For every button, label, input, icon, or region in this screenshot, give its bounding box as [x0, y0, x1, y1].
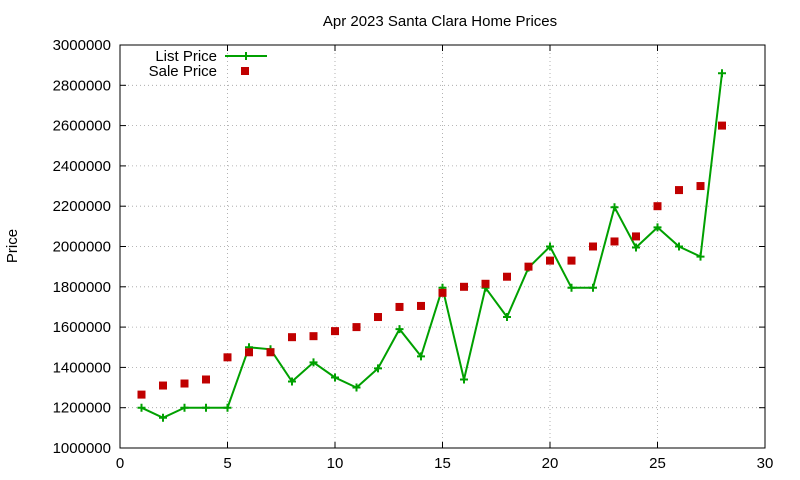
list-price-point: [159, 413, 167, 422]
sale-price-point: [245, 348, 253, 357]
sale-price-point: [223, 353, 232, 362]
y-tick-label: 3000000: [53, 37, 111, 54]
list-price-point: [180, 403, 189, 412]
chart-title: Apr 2023 Santa Clara Home Prices: [323, 13, 557, 30]
sale-price-point: [180, 379, 189, 388]
sale-price-point: [331, 327, 339, 336]
sale-price-point: [137, 390, 146, 399]
y-tick-label: 1200000: [53, 400, 111, 417]
sale-price-point: [546, 256, 554, 265]
sale-price-point: [718, 121, 726, 130]
sale-price-point: [417, 301, 425, 310]
plot-frame: [119, 44, 766, 449]
list-price-line: [141, 73, 723, 419]
list-price-point: [696, 252, 705, 261]
list-price-point: [374, 364, 382, 373]
series-layer: [137, 69, 726, 422]
y-tick-label: 2000000: [53, 239, 111, 256]
legend-sample-list-price-marker: [242, 52, 250, 60]
sale-price-point: [159, 381, 167, 390]
x-tick-label: 0: [116, 455, 124, 472]
list-price-point: [675, 242, 683, 251]
sale-price-point: [675, 186, 683, 195]
sale-price-point: [266, 348, 275, 357]
list-price-point: [632, 243, 640, 252]
list-price-point: [202, 403, 210, 412]
list-price-point: [288, 377, 296, 386]
y-tick-label: 2400000: [53, 158, 111, 175]
x-axis: 0 5 10 15 20 25 30: [116, 45, 774, 472]
sale-price-point: [481, 279, 490, 288]
x-tick-label: 15: [434, 455, 451, 472]
sale-price-point: [524, 262, 533, 271]
sale-price-point: [503, 272, 511, 281]
list-price-point: [653, 223, 662, 232]
legend: List Price Sale Price: [149, 48, 267, 80]
sale-price-point: [653, 202, 662, 211]
legend-sample-sale-price-marker: [241, 67, 249, 75]
sale-price-point: [374, 313, 382, 322]
sale-price-point: [395, 302, 404, 311]
y-tick-label: 2600000: [53, 118, 111, 135]
list-price-point: [395, 325, 404, 334]
list-price-point: [137, 403, 146, 412]
list-price-point: [223, 403, 232, 412]
sale-price-point: [288, 333, 296, 342]
y-axis-label: Price: [4, 229, 21, 263]
list-price-point: [309, 358, 318, 367]
legend-label-list-price: List Price: [155, 48, 217, 65]
y-axis: 1000000 1200000 1400000 1600000 1800000 20000…: [53, 37, 765, 457]
list-price-point: [567, 283, 576, 292]
list-price-point: [352, 383, 361, 392]
x-tick-label: 5: [223, 455, 231, 472]
legend-label-sale-price: Sale Price: [149, 63, 217, 80]
x-tick-label: 20: [542, 455, 559, 472]
list-price-point: [718, 69, 726, 78]
grid: [120, 45, 765, 448]
list-price-point: [331, 373, 339, 382]
list-price-point: [503, 313, 511, 322]
list-price-point: [460, 375, 468, 384]
y-tick-label: 1600000: [53, 319, 111, 336]
y-tick-label: 1800000: [53, 279, 111, 296]
list-price-point: [417, 352, 425, 361]
sale-price-point: [202, 375, 210, 384]
sale-price-point: [632, 232, 640, 241]
sale-price-point: [438, 288, 447, 297]
sale-price-point: [567, 256, 576, 265]
sale-price-point: [610, 237, 619, 246]
list-price-point: [589, 283, 597, 292]
sale-price-point: [696, 182, 705, 191]
x-tick-label: 25: [649, 455, 666, 472]
list-price-point: [546, 242, 554, 251]
sale-price-point: [460, 282, 468, 291]
y-tick-label: 2200000: [53, 198, 111, 215]
y-tick-label: 2800000: [53, 77, 111, 94]
x-tick-label: 10: [327, 455, 344, 472]
x-tick-label: 30: [757, 455, 774, 472]
list-price-point: [610, 203, 619, 212]
y-tick-label: 1400000: [53, 359, 111, 376]
sale-price-point: [589, 242, 597, 251]
sale-price-point: [309, 332, 318, 341]
y-tick-label: 1000000: [53, 440, 111, 457]
sale-price-point: [352, 323, 361, 332]
